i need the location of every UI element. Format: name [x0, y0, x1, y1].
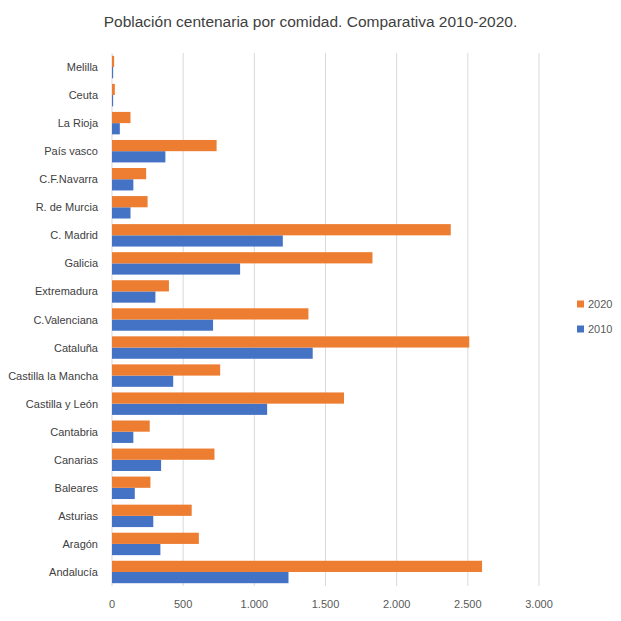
bar	[112, 235, 283, 246]
chart-svg: Población centenaria por comidad. Compar…	[0, 0, 621, 621]
category-label: C. Madrid	[50, 229, 98, 241]
bar	[112, 56, 114, 67]
category-label: Galicia	[64, 257, 99, 269]
bar	[112, 488, 135, 499]
legend-swatch	[577, 301, 584, 308]
bar	[112, 572, 288, 583]
category-label: La Rioja	[58, 117, 99, 129]
category-label: Asturias	[58, 510, 98, 522]
bar	[112, 123, 120, 134]
x-tick-label: 3.000	[525, 598, 553, 610]
bar	[112, 336, 469, 347]
category-label: Baleares	[55, 482, 99, 494]
x-tick-label: 2.000	[383, 598, 411, 610]
x-tick-label: 2.500	[454, 598, 482, 610]
bar	[112, 516, 153, 527]
category-label: Extremadura	[35, 285, 99, 297]
bar	[112, 224, 451, 235]
bar	[112, 533, 199, 544]
bar	[112, 348, 313, 359]
bar	[112, 561, 482, 572]
category-label: Cataluña	[54, 342, 99, 354]
bar	[112, 392, 344, 403]
legend-swatch	[577, 326, 584, 333]
bar	[112, 432, 133, 443]
chart-container: Población centenaria por comidad. Compar…	[0, 0, 621, 621]
category-label: Castilla y León	[26, 398, 98, 410]
legend-label: 2020	[588, 298, 612, 310]
bar	[112, 179, 133, 190]
category-label: Castilla la Mancha	[8, 370, 99, 382]
category-label: C.F.Navarra	[39, 173, 99, 185]
bar	[112, 364, 220, 375]
x-tick-label: 500	[174, 598, 192, 610]
bar	[112, 112, 131, 123]
bar	[112, 140, 217, 151]
category-label: Ceuta	[69, 89, 99, 101]
x-tick-label: 1.000	[241, 598, 269, 610]
bar	[112, 207, 131, 218]
category-label: R. de Murcia	[36, 201, 99, 213]
legend: 2020 2010	[577, 298, 612, 335]
bar	[112, 420, 150, 431]
bar	[112, 168, 146, 179]
category-label: País vasco	[44, 145, 98, 157]
bar	[112, 263, 240, 274]
bar	[112, 477, 150, 488]
x-tick-label: 0	[109, 598, 115, 610]
bar	[112, 151, 165, 162]
grid-line	[325, 53, 326, 586]
bar	[112, 320, 213, 331]
bar	[112, 544, 160, 555]
category-label: Aragón	[63, 538, 98, 550]
category-label: Cantabria	[50, 426, 99, 438]
bar	[112, 505, 192, 516]
bars	[112, 56, 482, 583]
bar	[112, 84, 115, 95]
category-label: C.Valenciana	[33, 314, 98, 326]
category-label: Andalucía	[49, 566, 99, 578]
bar	[112, 196, 148, 207]
category-label: Melilla	[67, 61, 99, 73]
bar	[112, 252, 372, 263]
bar	[112, 291, 155, 302]
bar	[112, 280, 169, 291]
bar	[112, 460, 161, 471]
grid-line	[396, 53, 397, 586]
bar	[112, 308, 308, 319]
bar	[112, 95, 113, 106]
chart-title: Población centenaria por comidad. Compar…	[104, 13, 518, 30]
grid-line	[539, 53, 540, 586]
bar	[112, 67, 113, 78]
legend-label: 2010	[588, 323, 612, 335]
bar	[112, 404, 267, 415]
grid-line	[467, 53, 468, 586]
x-tick-label: 1.500	[312, 598, 340, 610]
category-label: Canarias	[54, 454, 99, 466]
bar	[112, 449, 214, 460]
bar	[112, 376, 173, 387]
